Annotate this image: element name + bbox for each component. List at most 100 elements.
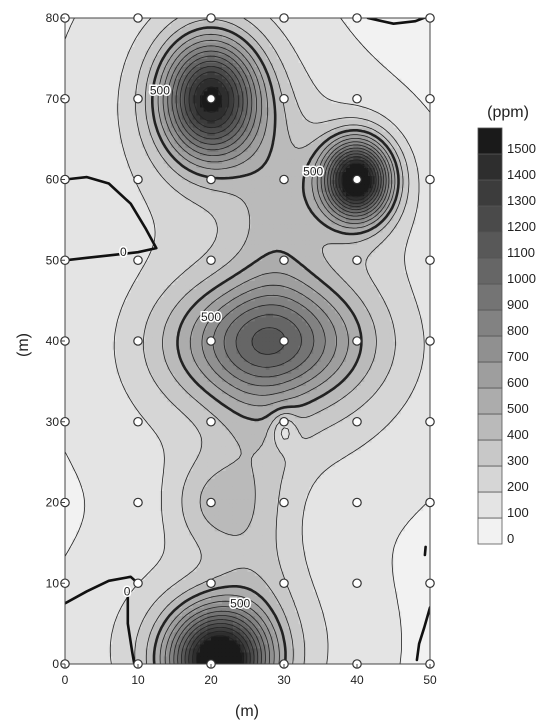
contour-cell	[394, 531, 398, 536]
contour-cell	[69, 612, 73, 617]
contour-cell	[94, 478, 98, 483]
contour-cell	[295, 535, 299, 540]
contour-cell	[317, 632, 321, 637]
contour-cell	[364, 547, 368, 552]
contour-cell	[255, 527, 259, 532]
contour-cell	[375, 519, 379, 524]
contour-cell	[87, 620, 91, 625]
contour-cell	[342, 474, 346, 479]
contour-cell	[69, 620, 73, 625]
contour-cell	[233, 523, 237, 528]
contour-cell	[149, 503, 153, 508]
contour-cell	[248, 591, 252, 596]
contour-cell	[112, 636, 116, 641]
contour-cell	[233, 539, 237, 544]
contour-cell	[156, 482, 160, 487]
contour-cell	[120, 466, 124, 471]
contour-cell	[379, 515, 383, 520]
contour-cell	[273, 559, 277, 564]
contour-cell	[112, 555, 116, 560]
contour-cell	[339, 527, 343, 532]
contour-cell	[112, 583, 116, 588]
contour-cell	[346, 478, 350, 483]
contour-cell	[87, 607, 91, 612]
contour-cell	[379, 543, 383, 548]
contour-cell	[273, 575, 277, 580]
contour-cell	[149, 486, 153, 491]
contour-cell	[98, 567, 102, 572]
contour-cell	[215, 519, 219, 524]
contour-cell	[386, 555, 390, 560]
contour-cell	[419, 478, 423, 483]
contour-cell	[299, 563, 303, 568]
contour-cell	[379, 575, 383, 580]
contour-cell	[237, 503, 241, 508]
contour-cell	[65, 563, 69, 568]
contour-cell	[291, 607, 295, 612]
contour-cell	[255, 503, 259, 508]
contour-cell	[273, 656, 277, 661]
contour-cell	[277, 656, 281, 661]
contour-cell	[175, 519, 179, 524]
contour-cell	[313, 511, 317, 516]
contour-cell	[357, 527, 361, 532]
contour-cell	[386, 547, 390, 552]
contour-cell	[112, 640, 116, 645]
contour-cell	[156, 478, 160, 483]
contour-cell	[178, 535, 182, 540]
contour-cell	[193, 478, 197, 483]
contour-cell	[240, 490, 244, 495]
contour-cell	[200, 523, 204, 528]
contour-cell	[331, 494, 335, 499]
contour-cell	[383, 563, 387, 568]
contour-cell	[386, 587, 390, 592]
contour-cell	[251, 563, 255, 568]
contour-cell	[83, 575, 87, 580]
contour-cell	[375, 551, 379, 556]
contour-cell	[112, 595, 116, 600]
contour-cell	[342, 620, 346, 625]
contour-cell	[306, 503, 310, 508]
contour-cell	[240, 527, 244, 532]
contour-cell	[171, 539, 175, 544]
contour-cell	[98, 539, 102, 544]
contour-cell	[255, 543, 259, 548]
contour-cell	[131, 515, 135, 520]
contour-cell	[102, 511, 106, 516]
contour-cell	[116, 551, 120, 556]
contour-cell	[65, 567, 69, 572]
contour-cell	[134, 591, 138, 596]
contour-cell	[255, 478, 259, 483]
contour-cell	[342, 640, 346, 645]
contour-cell	[331, 563, 335, 568]
contour-cell	[149, 620, 153, 625]
contour-cell	[302, 616, 306, 621]
contour-cell	[237, 466, 241, 471]
contour-cell	[291, 470, 295, 475]
contour-cell	[138, 599, 142, 604]
contour-cell	[368, 466, 372, 471]
contour-cell	[123, 503, 127, 508]
contour-cell	[357, 640, 361, 645]
contour-cell	[346, 591, 350, 596]
contour-cell	[222, 648, 226, 653]
contour-cell	[91, 507, 95, 512]
contour-cell	[295, 595, 299, 600]
contour-cell	[105, 523, 109, 528]
contour-cell	[262, 587, 266, 592]
contour-cell	[331, 547, 335, 552]
contour-cell	[244, 511, 248, 516]
contour-cell	[142, 511, 146, 516]
contour-cell	[248, 503, 252, 508]
contour-cell	[91, 563, 95, 568]
contour-cell	[127, 478, 131, 483]
contour-cell	[353, 555, 357, 560]
contour-cell	[401, 470, 405, 475]
contour-cell	[200, 531, 204, 536]
contour-cell	[120, 624, 124, 629]
contour-cell	[178, 563, 182, 568]
contour-cell	[383, 535, 387, 540]
contour-cell	[368, 624, 372, 629]
contour-cell	[364, 656, 368, 661]
contour-cell	[313, 616, 317, 621]
